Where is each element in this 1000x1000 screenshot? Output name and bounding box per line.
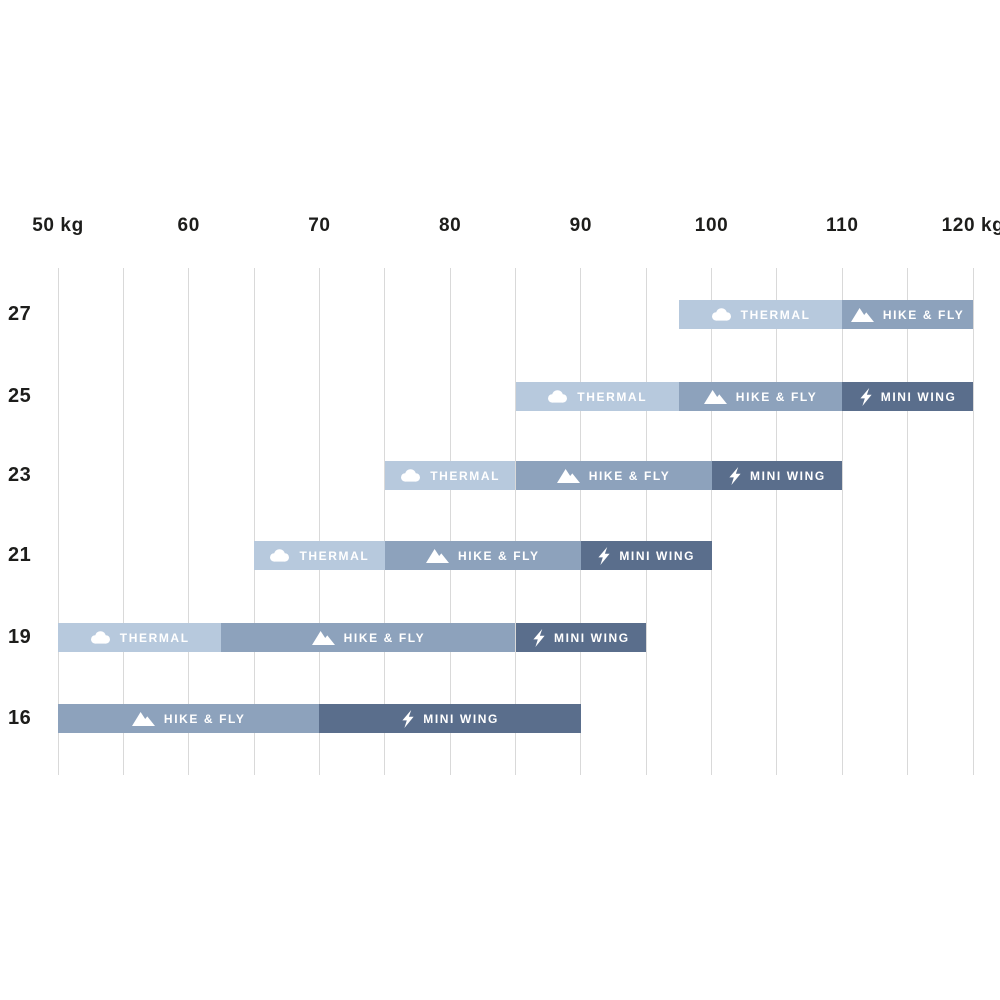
- lightning-icon: [401, 709, 414, 728]
- segment-label: THERMAL: [430, 468, 501, 483]
- segment-label: HIKE & FLY: [458, 548, 540, 563]
- gridline: [580, 268, 582, 775]
- bar-segment-hike_fly: HIKE & FLY: [221, 623, 516, 652]
- segment-label: HIKE & FLY: [735, 389, 818, 404]
- bar-segment-mini_wing: MINI WING: [319, 704, 581, 733]
- bar-segment-mini_wing: MINI WING: [711, 461, 843, 490]
- lightning-icon: [859, 387, 872, 406]
- mountain-icon: [850, 307, 874, 322]
- bar-segment-hike_fly: HIKE & FLY: [58, 704, 320, 733]
- gridline: [907, 268, 909, 775]
- lightning-icon: [532, 628, 545, 647]
- row-label-size-19: 19: [8, 626, 32, 648]
- axis-tick-label: 60: [177, 215, 200, 236]
- row-label-size-23: 23: [8, 464, 32, 486]
- axis-tick-label: 50 kg: [32, 215, 84, 236]
- segment-label: MINI WING: [553, 630, 630, 645]
- lightning-icon: [597, 546, 610, 565]
- gridline: [318, 268, 320, 775]
- axis-tick-label: 100: [694, 215, 729, 236]
- segment-label: MINI WING: [880, 389, 957, 404]
- row-label-size-25: 25: [8, 385, 32, 407]
- bar-segment-hike_fly: HIKE & FLY: [515, 461, 712, 490]
- gridline: [253, 268, 255, 775]
- cloud-icon: [269, 549, 290, 562]
- axis-tick-label: 120 kg: [941, 215, 1000, 236]
- axis-tick-label: 110: [826, 215, 859, 236]
- cloud-icon: [547, 390, 568, 403]
- bar-segment-hike_fly: HIKE & FLY: [678, 382, 843, 411]
- segment-label: THERMAL: [577, 389, 648, 404]
- bar-segment-mini_wing: MINI WING: [580, 541, 712, 570]
- bar-segment-thermal: THERMAL: [678, 300, 843, 329]
- gridline: [711, 268, 713, 775]
- segment-label: THERMAL: [740, 307, 811, 322]
- mountain-icon: [426, 548, 450, 563]
- row-label-size-27: 27: [8, 303, 32, 325]
- gridline: [57, 268, 59, 775]
- segment-label: HIKE & FLY: [343, 630, 426, 645]
- mountain-icon: [131, 711, 155, 726]
- segment-label: MINI WING: [619, 548, 696, 563]
- axis-tick-label: 90: [569, 215, 593, 236]
- bar-segment-thermal: THERMAL: [254, 541, 385, 570]
- bar-segment-thermal: THERMAL: [58, 623, 222, 652]
- cloud-icon: [711, 308, 732, 321]
- segment-label: THERMAL: [119, 630, 190, 645]
- lightning-icon: [728, 466, 741, 485]
- gridline: [776, 268, 778, 775]
- segment-label: HIKE & FLY: [588, 468, 671, 483]
- axis-tick-label: 80: [438, 215, 462, 236]
- bar-segment-mini_wing: MINI WING: [515, 623, 647, 652]
- gridline: [972, 268, 974, 775]
- gridline: [384, 268, 386, 775]
- bar-segment-thermal: THERMAL: [515, 382, 679, 411]
- segment-label: MINI WING: [423, 711, 499, 726]
- gridline: [645, 268, 647, 775]
- cloud-icon: [90, 631, 111, 644]
- gridline: [841, 268, 843, 775]
- cloud-icon: [400, 469, 421, 482]
- row-label-size-16: 16: [8, 707, 32, 729]
- gridline: [515, 268, 516, 775]
- segment-label: HIKE & FLY: [882, 307, 965, 322]
- segment-label: HIKE & FLY: [163, 711, 246, 726]
- mountain-icon: [311, 630, 335, 645]
- mountain-icon: [703, 389, 727, 404]
- axis-tick-label: 70: [308, 215, 331, 236]
- segment-label: MINI WING: [750, 468, 826, 483]
- gridline: [449, 268, 451, 775]
- row-label-size-21: 21: [8, 544, 32, 566]
- bar-segment-hike_fly: HIKE & FLY: [842, 300, 973, 329]
- bar-segment-hike_fly: HIKE & FLY: [384, 541, 581, 570]
- gridline: [122, 268, 124, 775]
- bar-segment-mini_wing: MINI WING: [842, 382, 973, 411]
- bar-segment-thermal: THERMAL: [384, 461, 516, 490]
- segment-label: THERMAL: [299, 548, 370, 563]
- mountain-icon: [556, 468, 580, 483]
- gridline: [188, 268, 190, 775]
